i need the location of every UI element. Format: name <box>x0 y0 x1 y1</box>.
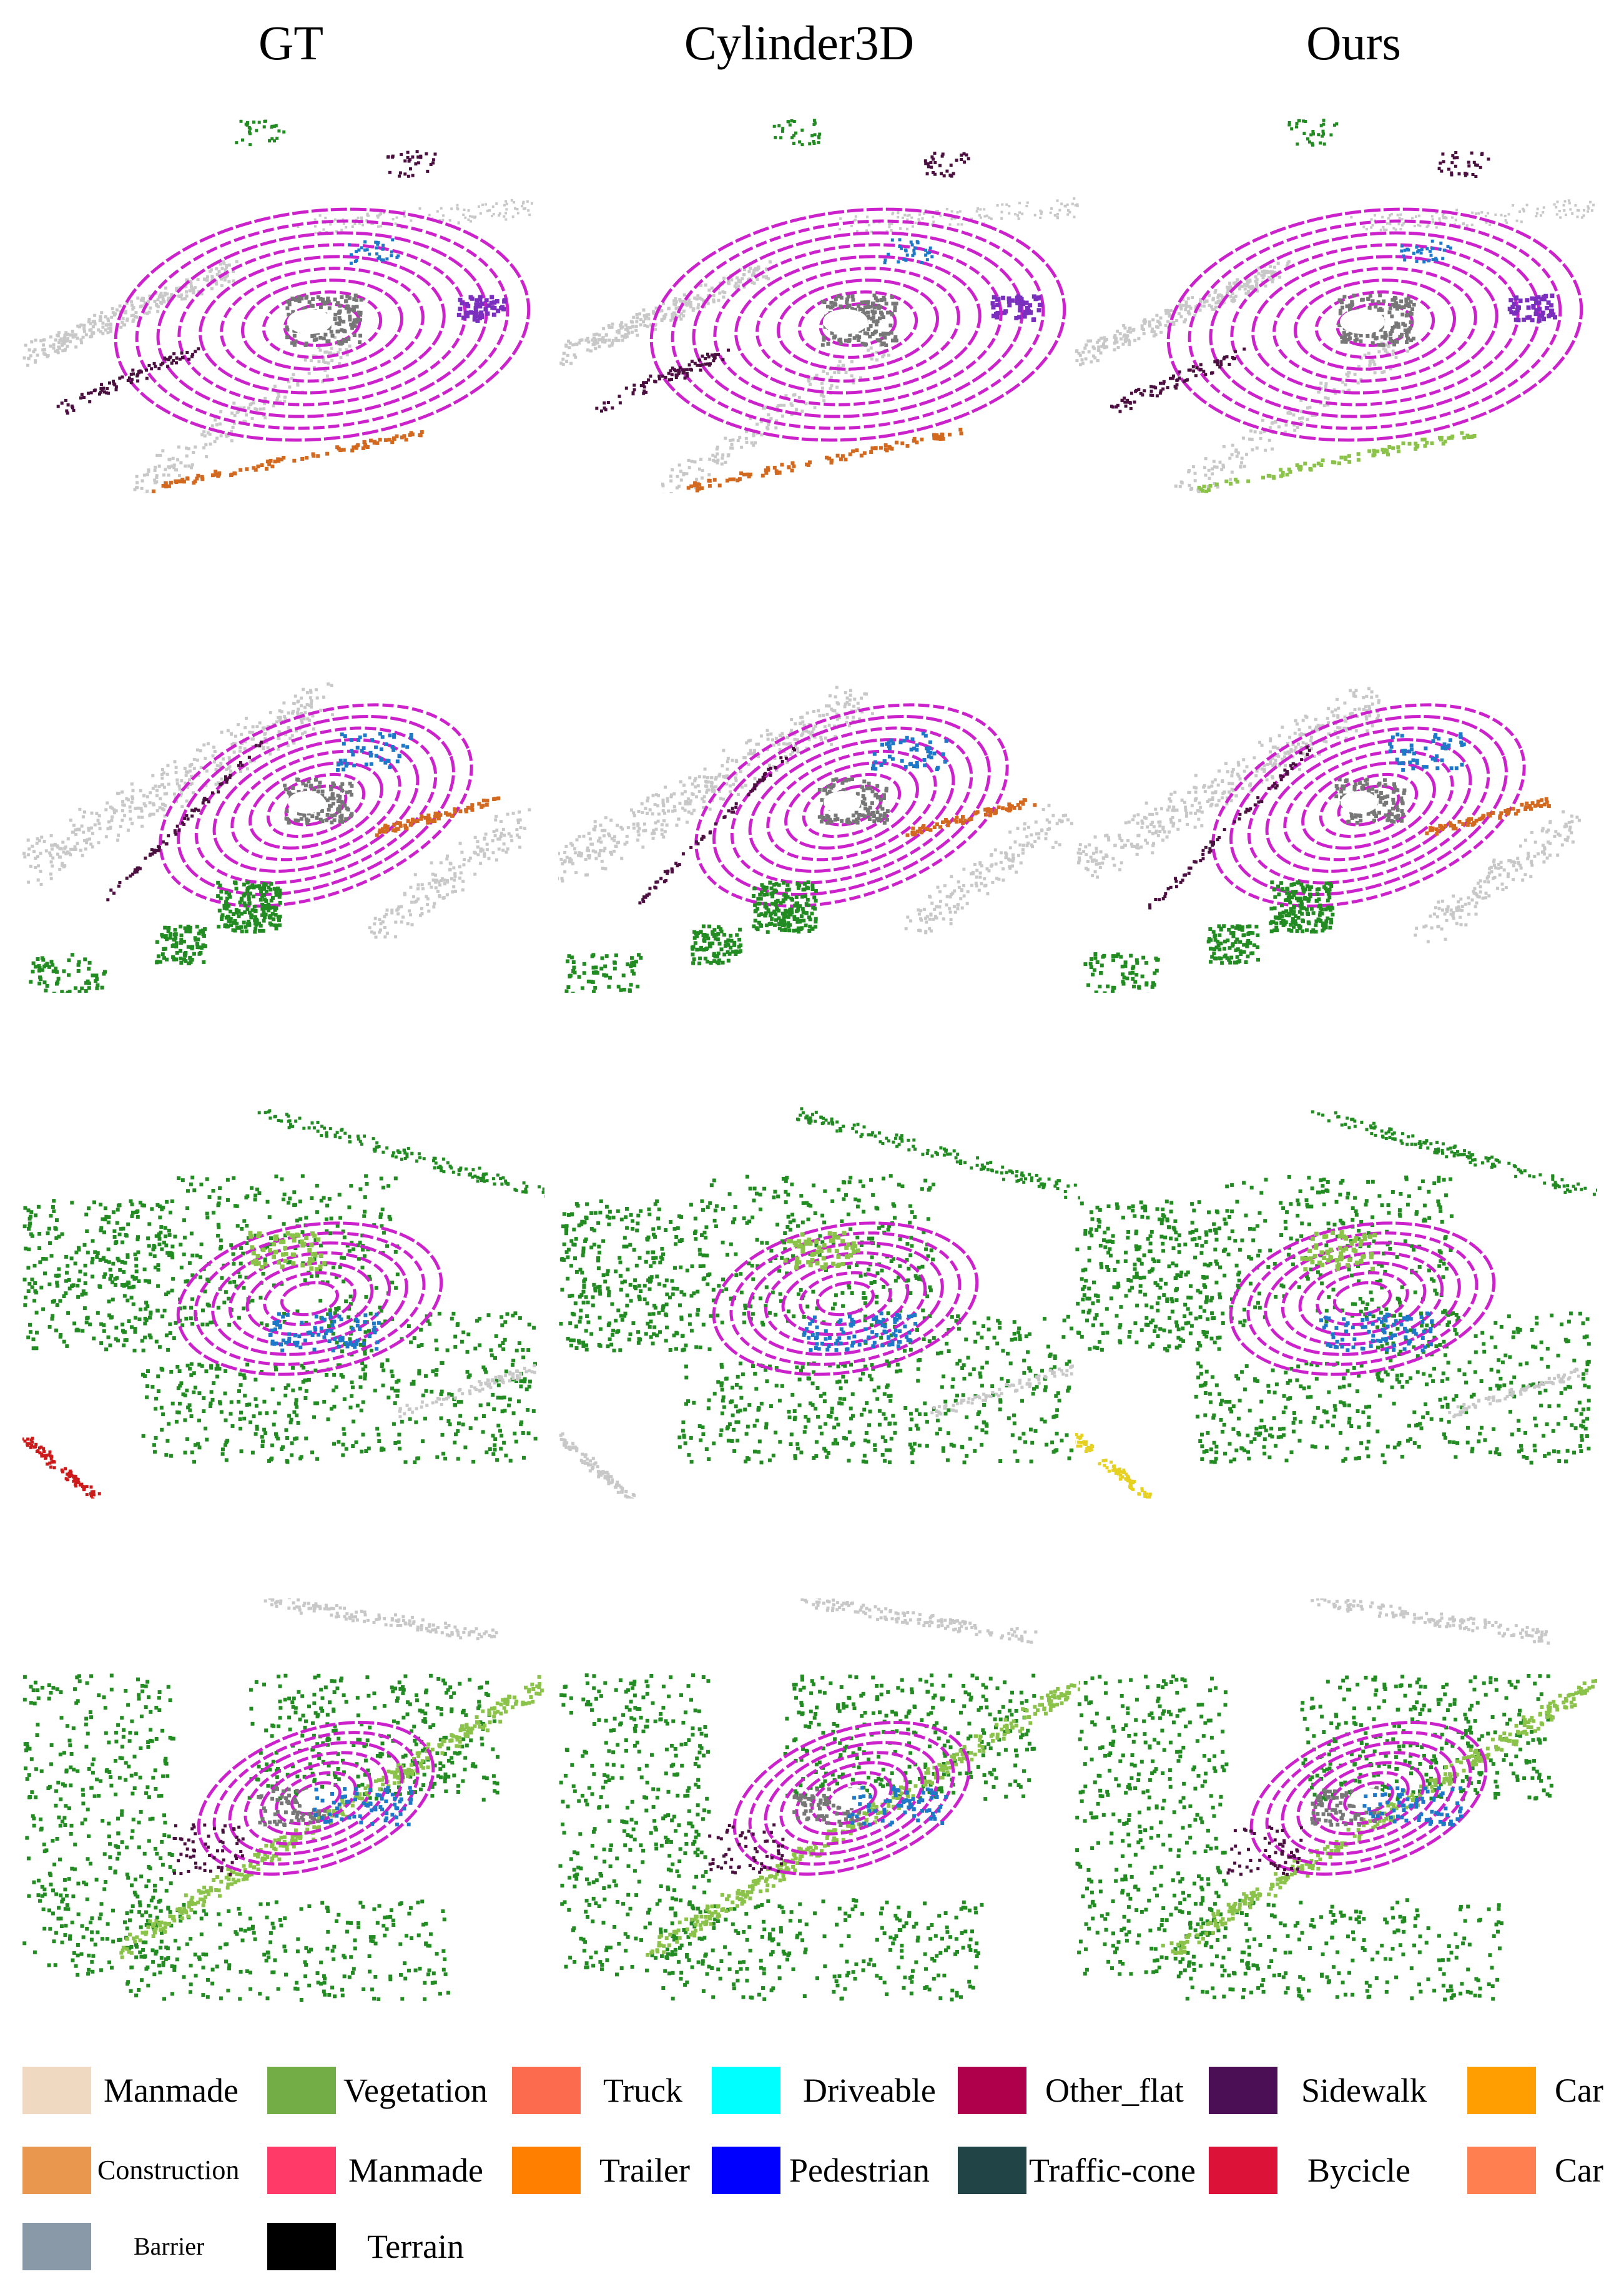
legend-swatch <box>1209 2147 1277 2194</box>
legend-label: Sidewalk <box>1301 2072 1427 2109</box>
scene-panel-r2-c3 <box>1075 581 1597 993</box>
point-cloud <box>558 1598 1080 2002</box>
legend-label: Manmade <box>104 2072 239 2109</box>
legend-label: Car <box>1555 2152 1603 2189</box>
legend-row-2: Construction Manmade Trailer Pedestrian … <box>22 2140 1608 2200</box>
legend-label: Pedestrian <box>789 2152 930 2189</box>
legend-label: Trailer <box>599 2152 690 2189</box>
legend-swatch <box>1467 2147 1536 2194</box>
legend-swatch <box>267 2067 336 2114</box>
legend-swatch <box>958 2147 1026 2194</box>
legend-swatch <box>512 2067 581 2114</box>
legend-swatch <box>22 2147 91 2194</box>
scene-panel-r1-c1 <box>22 81 544 493</box>
legend-label: Manmade <box>348 2152 483 2189</box>
legend-swatch <box>267 2147 336 2194</box>
scene-panel-r3-c2 <box>558 1086 1080 1499</box>
legend-swatch <box>512 2147 581 2194</box>
column-title-ours: Ours <box>1306 16 1401 70</box>
legend-label: Terrain <box>367 2228 465 2265</box>
point-cloud <box>1075 1598 1597 2002</box>
scene-panel-r4-c3 <box>1075 1598 1597 2011</box>
point-cloud <box>22 119 533 493</box>
legend-row-1: Manmade Vegetation Truck Driveable Other… <box>22 2060 1608 2120</box>
legend-swatch <box>958 2067 1026 2114</box>
scene-panel-r2-c1 <box>22 581 544 993</box>
scene-panel-r4-c2 <box>558 1598 1080 2011</box>
legend-label: Bycicle <box>1307 2152 1410 2189</box>
column-title-gt: GT <box>258 16 323 70</box>
legend-swatch <box>712 2147 780 2194</box>
legend-swatch <box>1467 2067 1536 2114</box>
legend-label: Construction <box>97 2155 240 2185</box>
point-cloud <box>1076 687 1581 993</box>
scene-panel-r2-c2 <box>558 581 1080 993</box>
legend-swatch <box>267 2223 336 2270</box>
legend-row-3: Barrier Terrain <box>22 2217 1608 2277</box>
point-cloud <box>22 1598 544 2002</box>
legend-label: Vegetation <box>343 2072 488 2109</box>
legend-swatch <box>22 2223 91 2270</box>
point-cloud <box>559 119 1079 493</box>
scene-panel-r1-c3 <box>1075 81 1597 493</box>
point-cloud <box>22 1109 544 1499</box>
scene-panel-r4-c1 <box>22 1598 544 2011</box>
legend-label: Driveable <box>803 2072 936 2109</box>
scene-panel-r1-c2 <box>558 81 1080 493</box>
point-cloud <box>1075 1110 1597 1499</box>
point-cloud <box>1075 119 1595 493</box>
legend-swatch <box>712 2067 780 2114</box>
legend-label: Car <box>1555 2072 1603 2109</box>
point-cloud <box>559 1107 1080 1499</box>
legend-label: Barrier <box>134 2232 205 2260</box>
scene-panel-r3-c1 <box>22 1086 544 1499</box>
column-title-cylinder3d: Cylinder3D <box>684 16 915 70</box>
point-cloud <box>558 686 1073 993</box>
point-cloud <box>22 682 531 993</box>
legend-swatch <box>22 2067 91 2114</box>
legend-label: Truck <box>603 2072 683 2109</box>
legend-label: Traffic-cone <box>1029 2152 1196 2189</box>
scene-panel-r3-c3 <box>1075 1086 1597 1499</box>
legend-label: Other_flat <box>1045 2072 1184 2109</box>
legend-swatch <box>1209 2067 1277 2114</box>
